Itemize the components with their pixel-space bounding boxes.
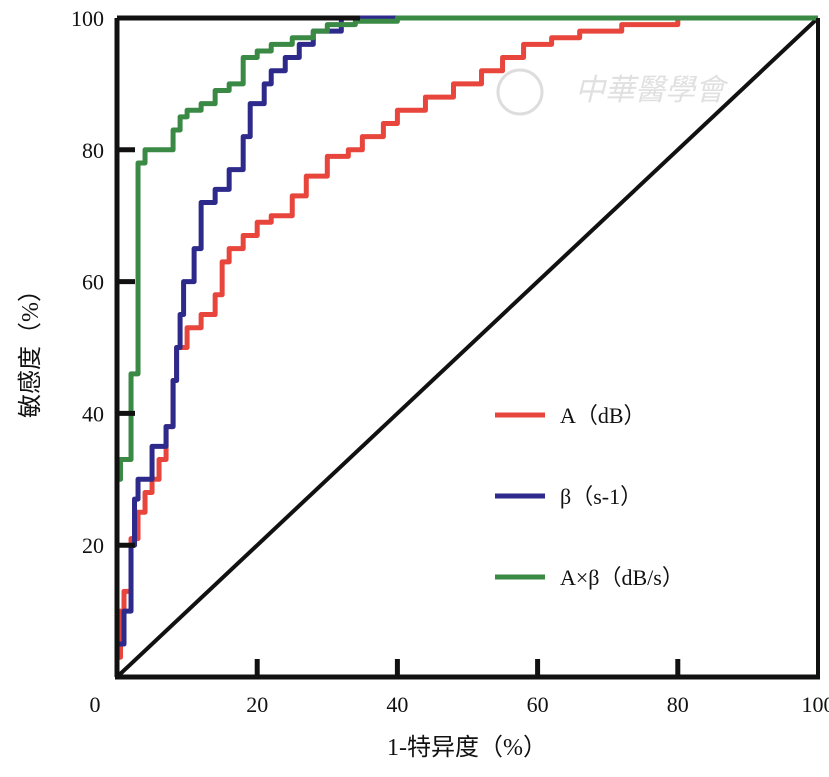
y-tick-label: 20 [82,533,104,558]
y-tick-label: 100 [71,6,104,31]
y-tick-label: 40 [82,401,104,426]
watermark-seal-icon [498,70,542,114]
y-tick-label: 80 [82,138,104,163]
legend-label-1: β（s-1） [560,484,642,509]
legend-label-0: A（dB） [560,403,646,428]
reference-diagonal-line [117,18,818,677]
x-tick-label: 100 [802,692,829,717]
legend-label-2: A×β（dB/s） [560,565,684,590]
x-axis-label: 1-特异度（%） [387,734,547,761]
x-tick-label: 60 [527,692,549,717]
x-tick-label: 40 [386,692,408,717]
x-tick-label: 20 [246,692,268,717]
legend: A（dB） β（s-1） A×β（dB/s） [495,403,684,590]
x-tick-label: 0 [90,692,101,717]
x-tick-label: 80 [667,692,689,717]
watermark: 中華醫學會 [575,74,729,107]
y-axis-label: 敏感度（%） [17,278,44,418]
y-tick-label: 60 [82,270,104,295]
